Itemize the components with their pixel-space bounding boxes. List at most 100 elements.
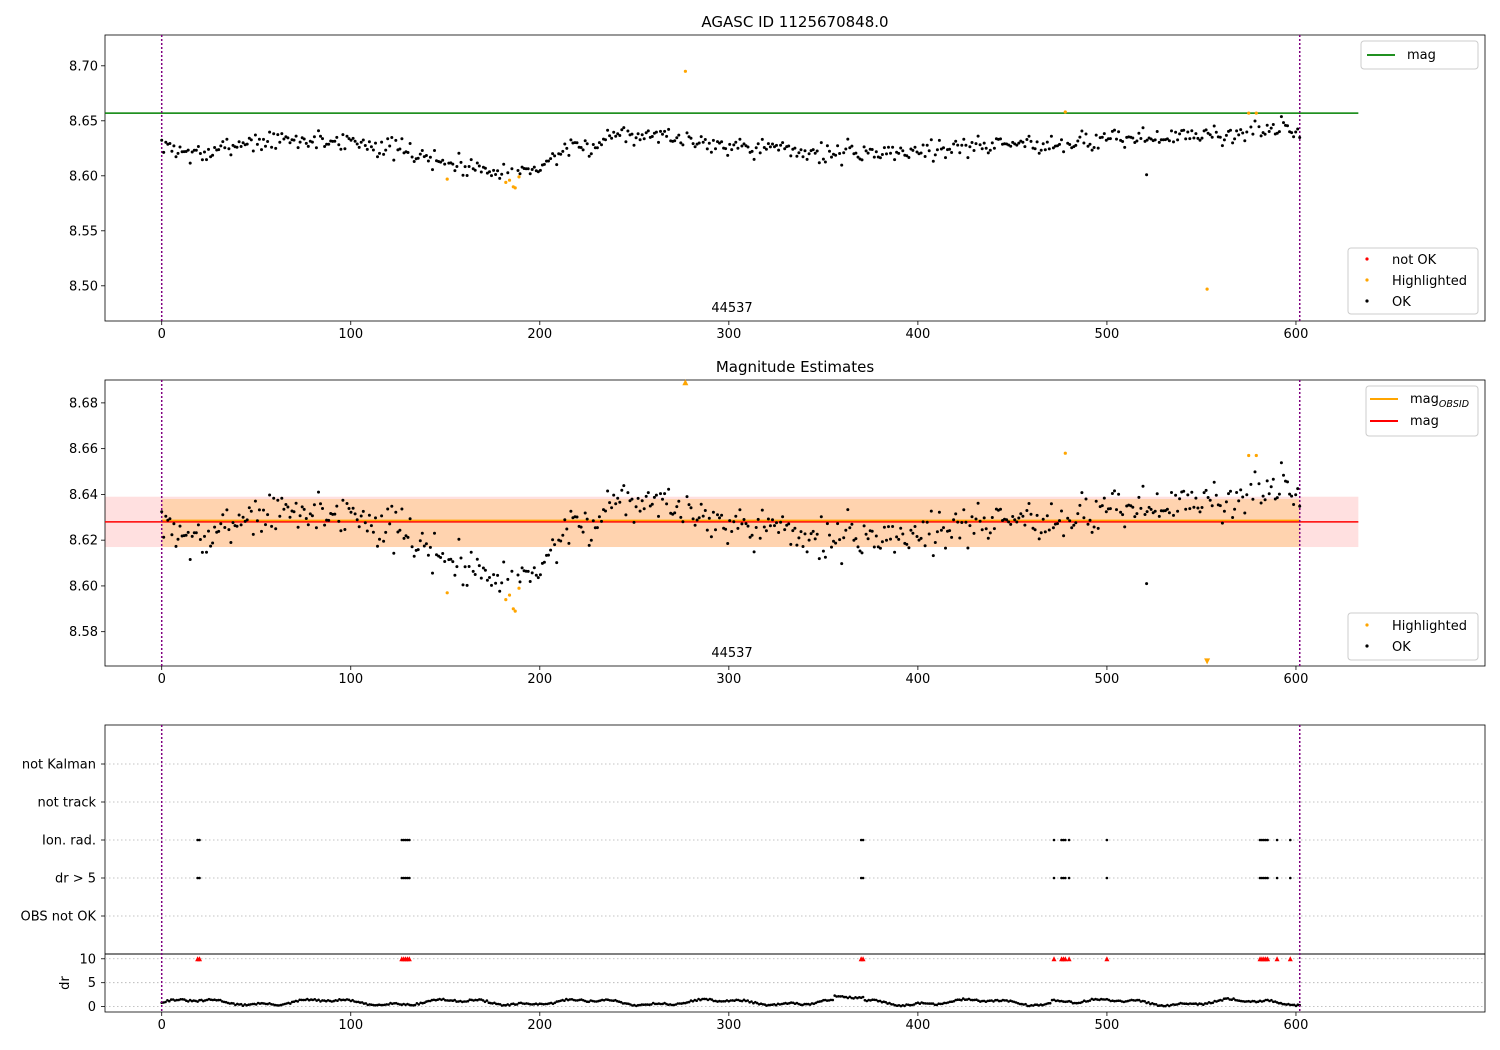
p1-ok-point [935, 148, 939, 152]
p3-dr-point [455, 1000, 458, 1003]
p3-dr-point [695, 999, 698, 1002]
p2-legend-ok-label: OK [1392, 640, 1411, 655]
p2-ok-point [469, 550, 473, 554]
p2-ok-point [408, 517, 412, 521]
p1-ok-point [1296, 127, 1300, 131]
p1-ok-point [990, 141, 994, 145]
p2-ok-point [530, 571, 534, 575]
p2-ok-point [422, 544, 426, 548]
p1-ok-point [610, 136, 614, 140]
p2-ok-point [467, 565, 471, 568]
p2-ok-point [948, 529, 952, 533]
p2-ok-point [1045, 514, 1049, 518]
p3-dr-point [1048, 1001, 1052, 1005]
p1-ok-point [974, 142, 978, 146]
p1-ok-point [600, 143, 603, 147]
p2-ok-point [720, 513, 724, 517]
p3-dr-point [442, 997, 445, 1001]
p2-ok-point [1082, 516, 1086, 520]
p1-ok-point [1194, 132, 1198, 136]
p2-ok-point [1017, 516, 1021, 520]
p3-dr-point [1289, 1003, 1292, 1007]
p3-dr-point [530, 1003, 534, 1006]
p2-ok-point [687, 503, 691, 507]
p2-ok-point [520, 566, 524, 570]
p1-ok-point [516, 169, 520, 172]
p1-ok-point [388, 144, 392, 148]
p1-ok-point [500, 172, 504, 176]
p2-ok-point [567, 541, 571, 545]
p3-dr-point [829, 998, 833, 1002]
p2-ok-point [439, 556, 443, 559]
p2-ok-point [885, 538, 888, 542]
p1-ok-point [306, 144, 310, 148]
p1-ok-point [205, 158, 208, 162]
p3-flag-point [859, 876, 863, 880]
p1-ok-point [498, 176, 502, 180]
p2-ok-point [225, 508, 229, 512]
p1-ok-point [650, 135, 654, 138]
p3-dr-point [336, 999, 339, 1002]
p1-ok-point [1149, 137, 1153, 141]
p2-highlighted-point [511, 607, 515, 611]
p3-dr-point [1062, 1000, 1065, 1003]
p1-ok-point [359, 140, 363, 144]
p3-dr-clipped-marker [1265, 956, 1271, 962]
p2-ok-point [374, 516, 377, 520]
p2-ok-point [349, 510, 353, 514]
p1-ok-point [657, 140, 660, 144]
p2-ok-point [870, 529, 874, 533]
p1-ok-point [276, 133, 280, 137]
p3-dr-point [387, 1003, 390, 1006]
p2-ok-point [1243, 511, 1247, 515]
p3-dr-point [481, 999, 485, 1002]
p2-ok-point [581, 530, 585, 534]
p2-ok-point [526, 569, 530, 573]
p1-ok-point [593, 146, 597, 150]
p2-ok-point [1157, 514, 1161, 518]
p2-ok-point [249, 509, 253, 513]
p1-ok-point [933, 153, 937, 157]
p2-ok-point [699, 502, 703, 506]
p2-ok-point [1269, 485, 1273, 489]
p1-ok-point [677, 133, 681, 137]
p1-ok-point [1267, 130, 1271, 133]
p1-ok-point [907, 156, 911, 159]
p1-ok-point [752, 157, 756, 161]
p1-ok-point [298, 140, 302, 144]
p2-ok-point [190, 534, 194, 538]
p1-ok-point [1170, 129, 1173, 133]
p1-ok-point [1145, 138, 1149, 142]
p1-ok-point [614, 134, 618, 138]
p1-ok-point [581, 148, 585, 152]
p2-ok-point [453, 573, 457, 577]
p1-ok-point [247, 136, 251, 140]
p2-ok-point [901, 532, 905, 536]
p1-ok-point [186, 148, 190, 152]
p1-ok-point [172, 144, 176, 148]
p1-ok-point [825, 144, 829, 148]
p2-ok-point [1025, 509, 1029, 512]
p2-x-tick-label: 200 [527, 672, 552, 687]
p1-ok-point [846, 137, 850, 141]
p1-ok-point [241, 141, 245, 145]
p1-ok-point [555, 163, 559, 167]
p2-ok-point [618, 500, 622, 504]
p3-dr-point [302, 998, 305, 1002]
p2-ok-point [1145, 510, 1149, 514]
p2-ok-point [390, 504, 394, 508]
p3-dr-point [417, 1003, 421, 1006]
p3-dr-point [997, 999, 1001, 1003]
p2-ok-point [638, 509, 642, 513]
p3-flag-label: not Kalman [22, 758, 96, 773]
p2-ok-point [775, 521, 778, 525]
p1-ok-point [1080, 129, 1084, 133]
p1-ok-point [579, 146, 583, 149]
p3-dr-point [676, 1002, 680, 1005]
p3-dr-point [846, 996, 850, 1000]
p2-ok-point [398, 528, 402, 532]
p1-ok-point [1224, 133, 1228, 137]
p2-ok-point [382, 539, 386, 543]
p3-dr-point [1245, 1000, 1249, 1003]
p3-flag-point [1060, 876, 1063, 880]
